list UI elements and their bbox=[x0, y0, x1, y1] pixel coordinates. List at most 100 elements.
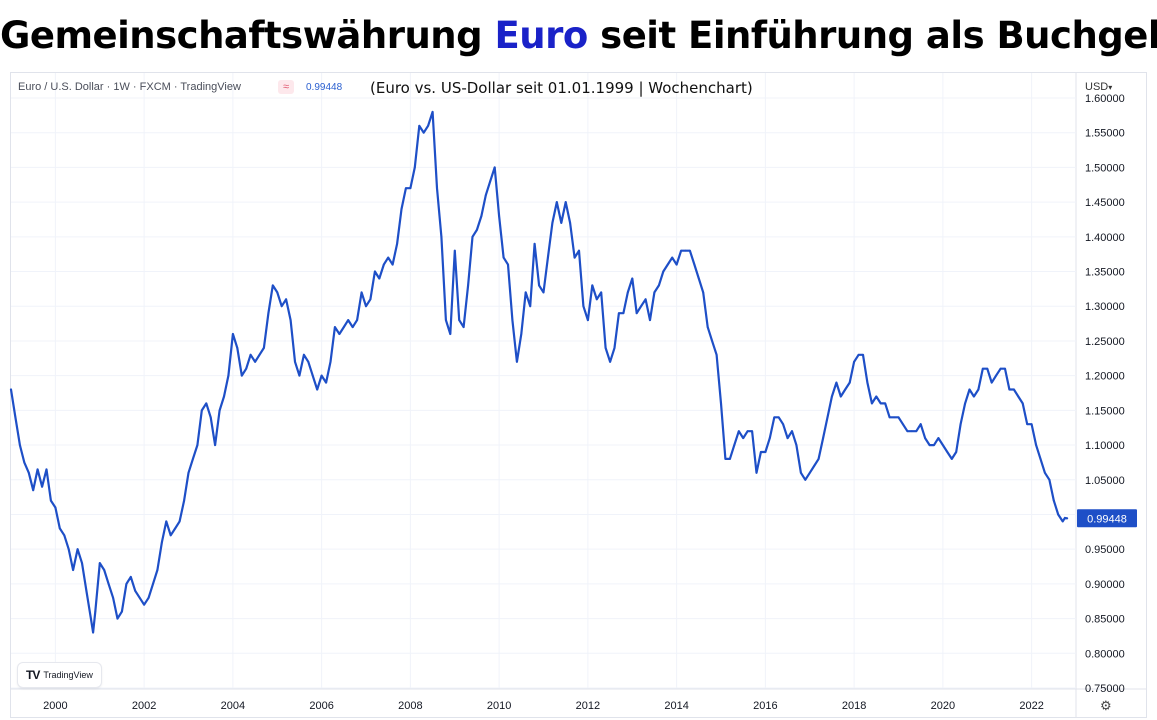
chart-subtitle: (Euro vs. US-Dollar seit 01.01.1999 | Wo… bbox=[370, 79, 753, 97]
data-point bbox=[879, 402, 882, 405]
data-point bbox=[94, 610, 97, 613]
data-point bbox=[200, 409, 203, 412]
data-point bbox=[27, 471, 30, 474]
data-point bbox=[303, 353, 305, 356]
logo-mark: TV bbox=[26, 668, 40, 682]
compare-badge-icon[interactable]: ≈ bbox=[278, 80, 294, 94]
data-point bbox=[853, 360, 855, 363]
data-point bbox=[635, 312, 638, 315]
data-point bbox=[640, 305, 642, 308]
data-point bbox=[129, 576, 132, 578]
data-point bbox=[573, 256, 576, 259]
data-point bbox=[72, 569, 74, 571]
data-point bbox=[653, 291, 656, 294]
data-point bbox=[613, 347, 616, 349]
data-point bbox=[964, 402, 966, 405]
data-point bbox=[875, 395, 878, 398]
data-point bbox=[684, 249, 687, 252]
series-layer bbox=[9, 110, 1069, 634]
data-point bbox=[369, 298, 372, 301]
data-point bbox=[462, 326, 465, 328]
data-point bbox=[1044, 471, 1046, 474]
data-point bbox=[737, 430, 740, 433]
data-point bbox=[786, 437, 789, 439]
data-point bbox=[671, 256, 674, 259]
last-price-box bbox=[1077, 509, 1137, 528]
data-point bbox=[1026, 423, 1029, 426]
data-point bbox=[618, 312, 620, 315]
data-point bbox=[1048, 478, 1051, 481]
data-point bbox=[276, 291, 279, 294]
y-tick-label: 1.25000 bbox=[1085, 336, 1125, 348]
data-point bbox=[152, 583, 154, 585]
data-point bbox=[205, 402, 208, 405]
data-point bbox=[285, 298, 287, 301]
data-point bbox=[63, 534, 66, 537]
x-tick-label: 2010 bbox=[487, 700, 511, 712]
data-point bbox=[808, 471, 811, 474]
data-point bbox=[604, 347, 607, 349]
data-point bbox=[950, 458, 953, 460]
data-point bbox=[400, 208, 403, 211]
data-point bbox=[325, 381, 327, 384]
tradingview-logo[interactable]: TV TradingView bbox=[17, 662, 102, 688]
data-point bbox=[498, 215, 500, 217]
data-point bbox=[555, 201, 558, 204]
currency-selector[interactable]: USD▾ bbox=[1085, 81, 1112, 93]
x-tick-label: 2020 bbox=[931, 700, 955, 712]
data-point bbox=[311, 374, 314, 377]
data-point bbox=[560, 222, 563, 224]
data-point bbox=[507, 263, 509, 266]
data-point bbox=[520, 333, 523, 335]
last-price-label: 0.99448 bbox=[1087, 513, 1127, 525]
title-accent: Euro bbox=[494, 14, 589, 57]
data-point bbox=[227, 374, 230, 377]
data-point bbox=[23, 461, 26, 464]
data-point bbox=[467, 284, 469, 287]
data-point bbox=[666, 263, 669, 266]
data-point bbox=[839, 395, 842, 398]
data-point bbox=[351, 326, 354, 328]
data-point bbox=[649, 319, 651, 321]
data-point bbox=[946, 451, 949, 453]
data-point bbox=[92, 631, 94, 634]
data-point bbox=[440, 235, 443, 238]
data-point bbox=[338, 333, 341, 335]
data-point bbox=[862, 353, 864, 356]
data-point bbox=[476, 229, 478, 231]
data-point bbox=[121, 610, 123, 613]
data-point bbox=[760, 451, 762, 453]
data-point bbox=[751, 430, 753, 433]
data-point bbox=[755, 471, 758, 474]
data-point bbox=[595, 298, 598, 301]
gear-icon[interactable]: ⚙ bbox=[1100, 698, 1112, 713]
data-point bbox=[387, 256, 390, 259]
data-point bbox=[240, 374, 243, 377]
data-point bbox=[249, 353, 252, 356]
data-point bbox=[706, 326, 709, 328]
x-tick-label: 2000 bbox=[43, 700, 67, 712]
data-point bbox=[582, 305, 585, 308]
data-point bbox=[280, 305, 283, 308]
data-point bbox=[817, 458, 820, 460]
data-point bbox=[1061, 520, 1064, 523]
data-point bbox=[67, 548, 70, 551]
data-point bbox=[156, 569, 159, 571]
data-point bbox=[715, 353, 718, 356]
y-tick-label: 1.50000 bbox=[1085, 162, 1125, 174]
data-point bbox=[1030, 423, 1033, 426]
data-point bbox=[232, 333, 234, 335]
y-tick-label: 1.30000 bbox=[1085, 301, 1125, 313]
data-point bbox=[320, 374, 323, 377]
x-tick-label: 2006 bbox=[309, 700, 333, 712]
data-point bbox=[174, 527, 177, 530]
y-tick-label: 1.10000 bbox=[1085, 440, 1125, 452]
y-tick-label: 0.95000 bbox=[1085, 544, 1125, 556]
data-point bbox=[777, 416, 780, 419]
symbol-info[interactable]: Euro / U.S. Dollar · 1W · FXCM · Trading… bbox=[18, 81, 241, 93]
data-point bbox=[764, 451, 767, 453]
data-point bbox=[378, 277, 381, 280]
data-point bbox=[391, 263, 394, 266]
y-tick-label: 1.45000 bbox=[1085, 197, 1125, 209]
data-point bbox=[999, 367, 1002, 370]
